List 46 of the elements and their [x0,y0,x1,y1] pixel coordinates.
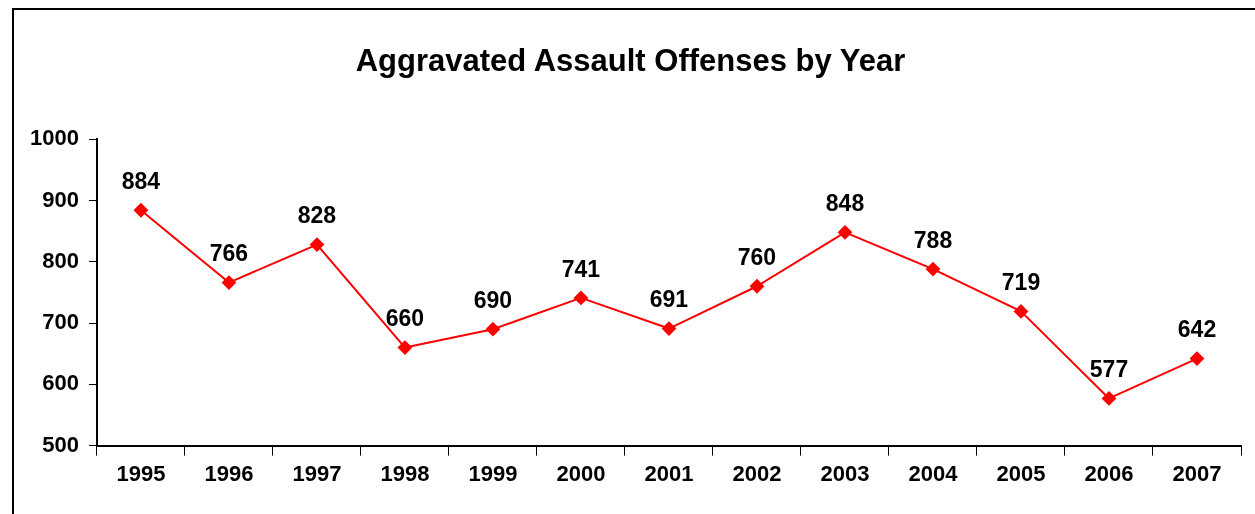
y-tick-label: 1000 [29,125,79,151]
point [397,340,412,355]
x-tick-label: 2000 [556,460,606,486]
point [837,225,852,240]
y-tick-label: 800 [42,247,79,273]
point [485,322,500,337]
point [1101,391,1116,406]
data-label: 741 [561,255,601,282]
x-tick-label: 2004 [908,460,959,486]
x-tick-label: 2006 [1084,460,1134,486]
data-label: 760 [737,244,777,271]
chart-title: Aggravated Assault Offenses by Year [355,43,906,79]
data-label: 719 [1001,269,1041,296]
point [925,262,940,277]
data-label: 828 [297,202,337,229]
data-label: 766 [209,240,249,267]
y-tick-label: 900 [42,186,79,212]
x-tick-label: 1999 [468,460,518,486]
point [573,290,588,305]
y-tick-label: 500 [42,431,79,457]
data-label: 642 [1177,316,1217,343]
data-label: 848 [825,190,865,217]
x-tick-label: 1998 [380,460,430,486]
data-label: 690 [473,287,513,314]
point [221,275,236,290]
data-label: 660 [385,305,425,332]
point [1190,351,1204,366]
data-label: 788 [913,226,953,253]
x-tick-label: 2005 [996,460,1046,486]
data-label: 884 [121,168,161,195]
data-label: 691 [649,286,689,313]
x-tick-label: 2003 [820,460,870,486]
x-tick-label: 1996 [204,460,254,486]
x-tick-label: 1997 [292,460,342,486]
data-label: 577 [1089,356,1129,383]
point [309,237,324,252]
x-tick-label: 2001 [644,460,694,486]
point [661,321,676,336]
point [749,279,764,294]
point [1013,304,1028,319]
x-tick-label: 2002 [732,460,782,486]
x-tick-label: 2007 [1172,460,1222,486]
y-tick-label: 700 [42,309,79,335]
point [133,203,148,218]
y-tick-label: 600 [42,370,79,396]
x-tick-label: 1995 [116,460,166,486]
